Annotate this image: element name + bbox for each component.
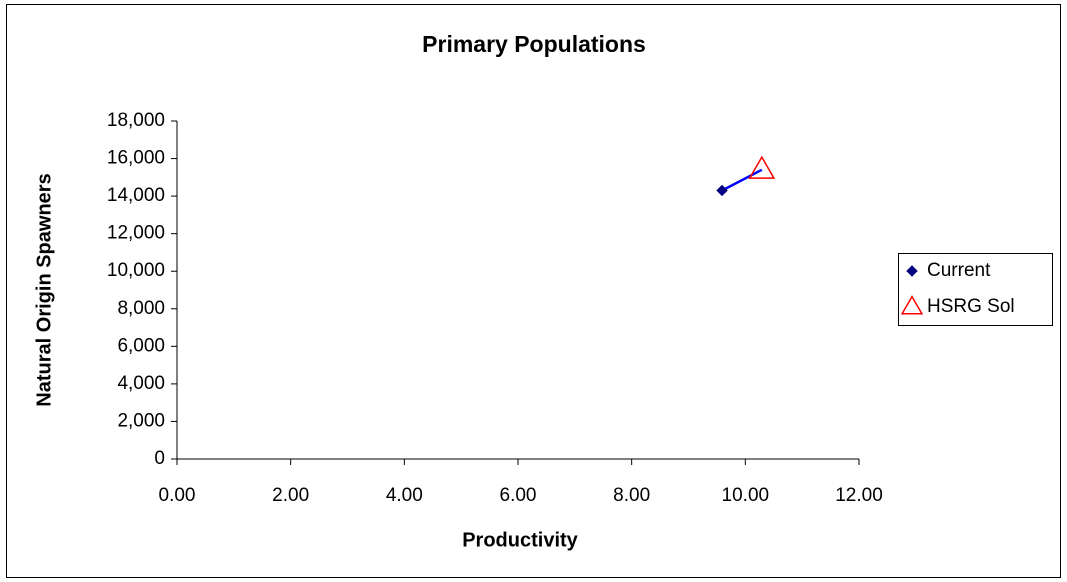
x-tick-label: 6.00 <box>500 485 537 506</box>
point <box>748 155 776 179</box>
legend-label: HSRG Sol <box>927 296 1015 317</box>
x-tick-label: 2.00 <box>272 485 309 506</box>
legend-box <box>898 253 1053 326</box>
point <box>716 184 728 197</box>
chart-frame <box>6 4 1061 578</box>
connector <box>721 168 763 192</box>
x-tick-label: 4.00 <box>386 485 423 506</box>
x-tick-label: 12.00 <box>835 485 883 506</box>
y-tick-label: 2,000 <box>117 410 165 431</box>
x-tick-label: 0.00 <box>159 485 196 506</box>
y-tick-label: 4,000 <box>117 373 165 394</box>
y-tick-label: 0 <box>154 448 165 469</box>
legend-marker <box>900 295 924 315</box>
legend-label: Current <box>927 260 991 281</box>
legend-marker <box>906 265 918 277</box>
y-tick-label: 10,000 <box>107 260 165 281</box>
y-tick-label: 18,000 <box>107 110 165 131</box>
x-tick-label: 8.00 <box>613 485 650 506</box>
legend: Current HSRG Sol <box>898 253 1053 326</box>
y-tick-label: 14,000 <box>107 185 165 206</box>
chart-title: Primary Populations <box>422 31 646 57</box>
x-tick-label: 10.00 <box>722 485 770 506</box>
x-axis-label: Productivity <box>462 529 578 551</box>
y-axis-label: Natural Origin Spawners <box>33 173 55 406</box>
y-tick-label: 6,000 <box>117 335 165 356</box>
y-tick-label: 8,000 <box>117 298 165 319</box>
y-tick-label: 12,000 <box>107 223 165 244</box>
y-tick-label: 16,000 <box>107 148 165 169</box>
